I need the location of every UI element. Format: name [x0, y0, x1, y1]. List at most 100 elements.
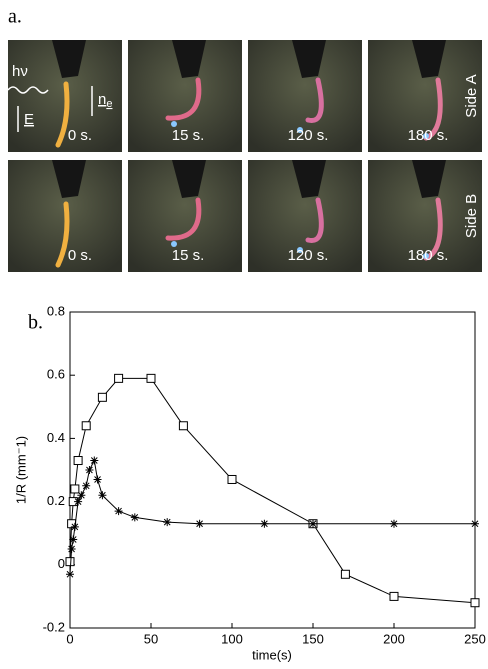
star-marker: [93, 475, 102, 484]
x-tick-label: 100: [221, 631, 243, 646]
fiber-tip: [423, 133, 429, 139]
frame-time: 120 s.: [288, 127, 329, 144]
photo: 180 s. Side B: [368, 160, 482, 272]
x-tick-label: 200: [383, 631, 405, 646]
frame-time: 0 s.: [68, 247, 92, 264]
star-marker: [70, 522, 79, 531]
square-marker: [97, 392, 107, 402]
frame-time: 180 s.: [408, 247, 449, 264]
fiber-tip: [297, 247, 303, 253]
square-marker: [178, 421, 188, 431]
y-tick-label: 0: [58, 556, 65, 571]
fiber: [305, 77, 324, 123]
fiber: [165, 77, 202, 121]
y-tick-label: 0.6: [47, 367, 65, 382]
square-marker: [81, 421, 91, 431]
fiber-tip: [423, 253, 429, 259]
photo: 120 s.: [248, 40, 362, 152]
panel-label: a.: [8, 6, 22, 28]
square-marker: [73, 456, 83, 466]
nozzle: [292, 160, 326, 198]
field-label: E: [24, 111, 34, 128]
star-marker: [77, 491, 86, 500]
star-marker: [82, 481, 91, 490]
x-tick-label: 0: [66, 631, 73, 646]
square-marker: [146, 373, 156, 383]
y-axis-label: 1/R (mm⁻1): [13, 436, 28, 504]
light-label: hν: [12, 63, 28, 80]
director-subscript: e: [106, 98, 112, 110]
star-marker: [260, 519, 269, 528]
square-marker: [114, 373, 124, 383]
director-label: ne: [98, 91, 112, 110]
y-tick-label: -0.2: [43, 619, 65, 634]
square-marker: [65, 557, 75, 567]
star-marker: [74, 497, 83, 506]
x-tick-label: 250: [464, 631, 486, 646]
photo-grid: 0 s. 15 s. 120 s. 180 s. Side A 0 s. 15 s. 120 …: [7, 40, 482, 272]
annotations: hν Ene: [7, 63, 112, 132]
fiber: [55, 81, 70, 148]
fiber: [165, 197, 202, 241]
star-marker: [471, 519, 479, 528]
frame-time: 15 s.: [172, 247, 205, 264]
nozzle: [172, 160, 206, 198]
y-tick-label: 0.8: [47, 303, 65, 318]
frame-time: 0 s.: [68, 127, 92, 144]
side-label: Side A: [463, 74, 480, 117]
fiber: [423, 77, 443, 141]
star-marker: [66, 570, 74, 579]
nozzle: [292, 40, 326, 78]
photo: 0 s.: [8, 160, 122, 272]
nozzle: [172, 40, 206, 78]
fiber-tip: [171, 121, 177, 127]
frame-time: 120 s.: [288, 247, 329, 264]
fiber: [55, 201, 70, 268]
fiber: [423, 197, 443, 261]
star-marker: [67, 545, 76, 553]
square-marker: [389, 591, 399, 601]
panel-label: b.: [28, 312, 43, 334]
fiber-tip: [297, 127, 303, 133]
frame-time: 180 s.: [408, 127, 449, 144]
square-marker: [340, 569, 350, 579]
nozzle: [52, 40, 86, 78]
star-marker: [390, 519, 398, 528]
nozzle: [412, 40, 446, 78]
star-marker: [98, 491, 107, 500]
fiber-tip: [171, 241, 177, 247]
photo: 0 s.: [8, 40, 122, 152]
series-line: [69, 377, 476, 604]
y-tick-label: 0.2: [47, 493, 65, 508]
nozzle: [52, 160, 86, 198]
photo: 120 s.: [248, 160, 362, 272]
photo: 15 s.: [128, 160, 242, 272]
x-tick-label: 150: [302, 631, 324, 646]
fiber: [305, 197, 324, 243]
star-marker: [85, 466, 94, 474]
star-marker: [90, 456, 99, 465]
square-marker: [70, 484, 80, 494]
frame-time: 15 s.: [172, 127, 205, 144]
side-label: Side B: [463, 194, 480, 238]
light-wave: [7, 86, 49, 94]
x-tick-label: 50: [144, 631, 158, 646]
star-marker: [309, 519, 317, 528]
star-marker: [163, 518, 172, 527]
star-marker: [69, 535, 78, 544]
square-marker: [470, 598, 480, 608]
photo: 15 s.: [128, 40, 242, 152]
square-marker: [227, 474, 237, 484]
x-axis-label: time(s): [252, 647, 292, 662]
photo: 180 s. Side A: [368, 40, 482, 152]
series-line: [69, 458, 475, 575]
nozzle: [412, 160, 446, 198]
y-tick-label: 0.4: [47, 430, 65, 445]
star-marker: [114, 507, 123, 516]
star-marker: [130, 513, 139, 522]
star-marker: [195, 519, 204, 528]
plot-frame: [69, 311, 476, 629]
director-symbol: n: [98, 91, 106, 108]
